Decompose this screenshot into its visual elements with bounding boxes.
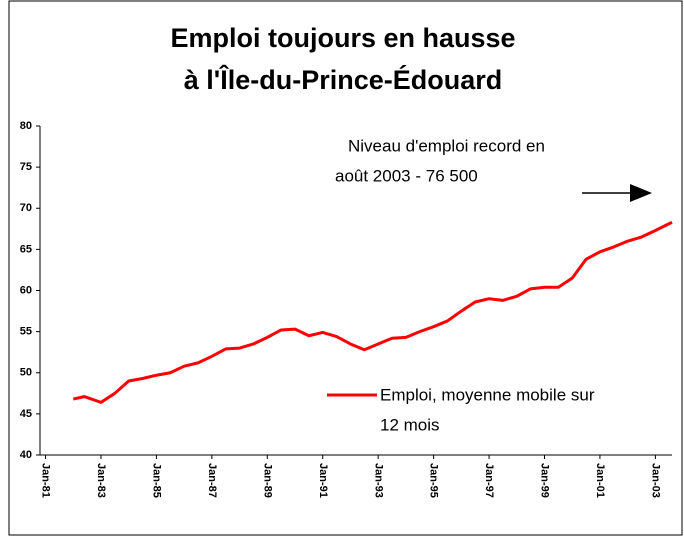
annotation: août 2003 - 76 500 [335,166,478,185]
y-tick-label: 65 [20,243,32,255]
y-tick-label: 80 [20,120,32,132]
x-tick-label: Jan-95 [428,463,440,498]
x-tick-label: Jan-81 [40,463,52,498]
x-tick-label: Jan-03 [649,463,661,498]
legend-label: 12 mois [380,415,440,434]
x-tick-label: Jan-01 [594,463,606,498]
x-tick-label: Jan-83 [95,463,107,498]
x-tick-label: Jan-93 [372,463,384,498]
legend-label: Emploi, moyenne mobile sur [380,385,595,404]
arrow-head [630,184,652,202]
x-tick-label: Jan-91 [317,463,329,498]
y-tick-label: 40 [20,449,32,461]
chart-title: à l'Île-du-Prince-Édouard [184,64,502,95]
y-tick-label: 70 [20,202,32,214]
y-tick-label: 75 [20,161,32,173]
y-tick-label: 50 [20,367,32,379]
y-tick-label: 60 [20,284,32,296]
y-tick-label: 55 [20,326,32,338]
annotation: Niveau d'emploi record en [348,136,545,155]
x-tick-label: Jan-89 [261,463,273,498]
x-tick-label: Jan-87 [206,463,218,498]
y-tick-label: 45 [20,408,32,420]
x-tick-label: Jan-85 [151,463,163,498]
x-tick-label: Jan-99 [539,463,551,498]
chart-title: Emploi toujours en hausse [170,23,515,53]
x-tick-label: Jan-97 [483,463,495,498]
frame [8,0,683,536]
line-series [72,220,673,404]
